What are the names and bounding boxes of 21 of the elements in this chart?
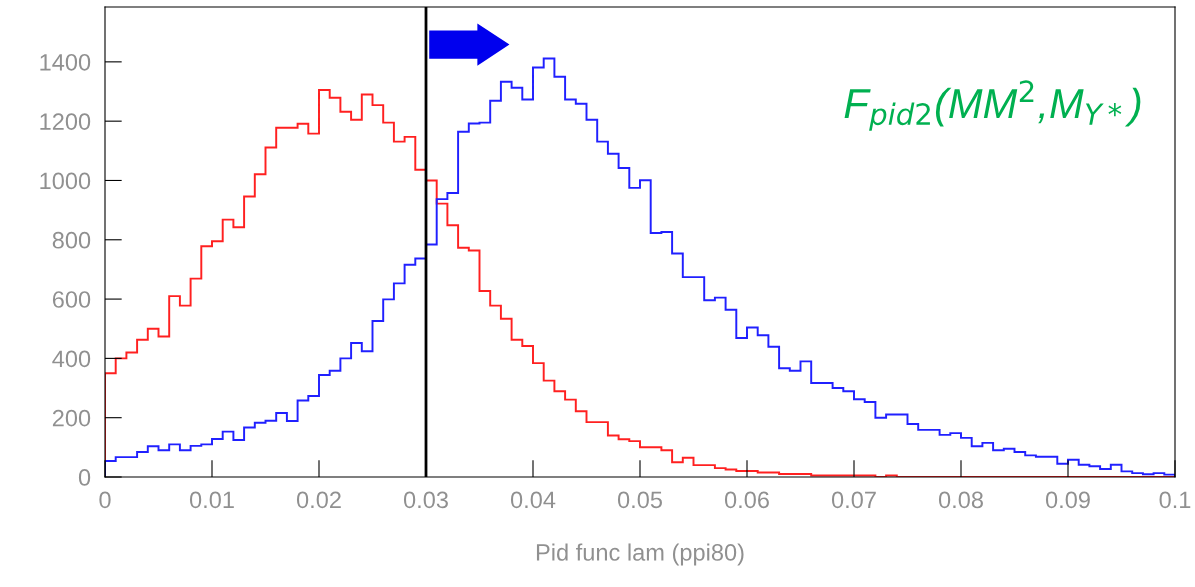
x-tick-label: 0.01 bbox=[189, 491, 234, 509]
x-tick-label: 0.02 bbox=[296, 491, 341, 509]
x-tick-label: 0.09 bbox=[1045, 491, 1090, 509]
y-tick-label: 200 bbox=[52, 409, 91, 427]
x-tick-label: 0.06 bbox=[724, 491, 769, 509]
y-tick-label: 0 bbox=[78, 469, 91, 486]
y-tick-label: 1200 bbox=[40, 113, 91, 130]
y-tick-label: 400 bbox=[52, 350, 91, 368]
y-tick-label: 1400 bbox=[40, 53, 91, 71]
y-tick-label: 600 bbox=[52, 291, 91, 308]
x-tick-label: 0.08 bbox=[938, 491, 983, 509]
x-tick-label: 0.04 bbox=[510, 491, 556, 509]
x-tick-label: 0.1 bbox=[1159, 491, 1191, 509]
y-tick-label: 800 bbox=[52, 231, 91, 249]
x-tick-label: 0.03 bbox=[403, 491, 448, 509]
x-tick-label: 0 bbox=[99, 491, 111, 509]
annotation: F$_{pid2}$(MM$^{2}$,M$_{Y*}$) bbox=[844, 80, 1141, 131]
x-axis-title: Pid func lam (ppi80) bbox=[536, 543, 744, 566]
x-tick-label: 0.05 bbox=[617, 491, 662, 509]
y-tick-label: 1000 bbox=[40, 172, 91, 190]
x-tick-label: 0.07 bbox=[831, 491, 876, 509]
